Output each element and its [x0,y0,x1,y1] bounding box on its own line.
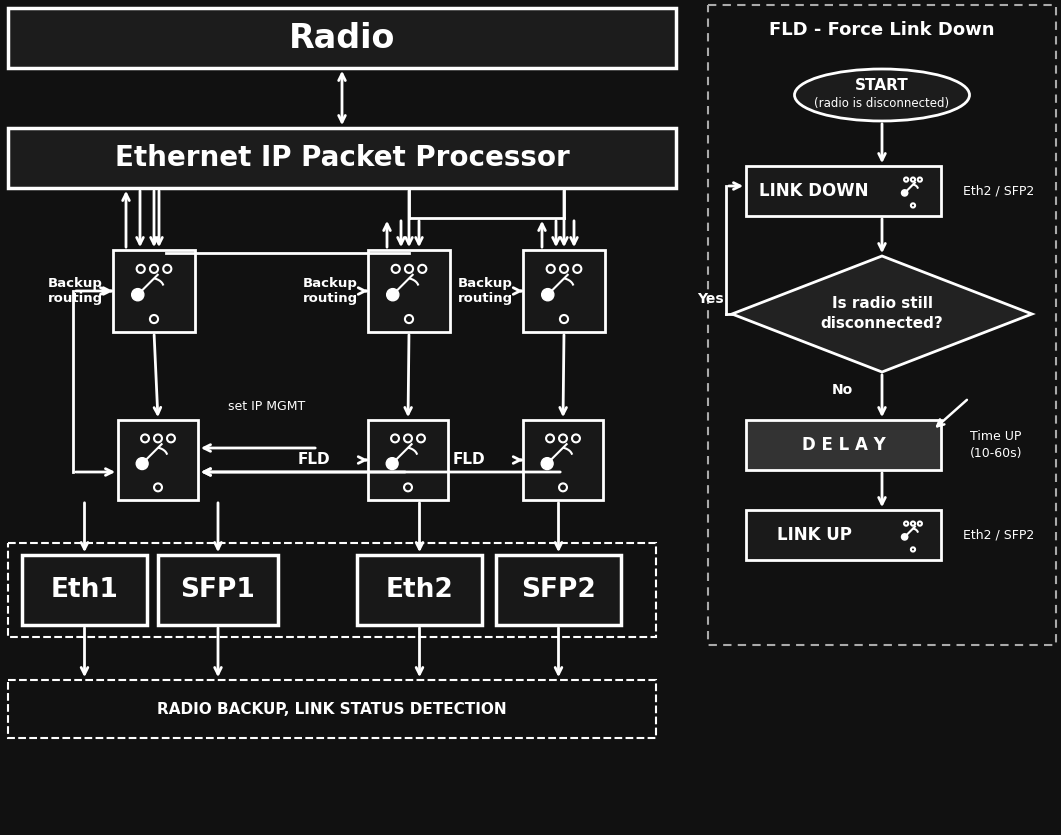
Text: LINK DOWN: LINK DOWN [760,182,869,200]
Text: Backup
routing: Backup routing [302,277,358,305]
Text: (10-60s): (10-60s) [970,447,1022,459]
Bar [746,420,941,470]
Bar [118,420,198,500]
Bar [495,555,621,625]
Ellipse shape [795,69,970,121]
Text: START: START [855,78,909,94]
Text: RADIO BACKUP, LINK STATUS DETECTION: RADIO BACKUP, LINK STATUS DETECTION [157,701,507,716]
Circle shape [902,190,908,196]
Circle shape [542,289,554,301]
Text: Yes: Yes [697,292,724,306]
Bar [8,8,676,68]
Circle shape [136,458,149,469]
Text: LINK UP: LINK UP [777,526,851,544]
Bar [114,250,195,332]
Bar [746,166,941,216]
Text: Backup
routing: Backup routing [458,277,514,305]
Text: FLD - Force Link Down: FLD - Force Link Down [769,21,995,39]
Bar [8,680,656,738]
Text: Backup
routing: Backup routing [48,277,103,305]
Text: FLD: FLD [297,453,330,468]
Text: (radio is disconnected): (radio is disconnected) [815,98,950,110]
Bar [708,5,1056,645]
Text: Time UP: Time UP [971,431,1022,443]
Text: No: No [832,383,853,397]
Text: FLD: FLD [452,453,485,468]
Text: Ethernet IP Packet Processor: Ethernet IP Packet Processor [115,144,570,172]
Circle shape [386,458,398,469]
Circle shape [386,289,399,301]
Text: Is radio still: Is radio still [832,296,933,311]
Text: D E L A Y: D E L A Y [802,436,885,454]
Text: Eth2 / SFP2: Eth2 / SFP2 [963,529,1034,542]
Circle shape [902,534,908,540]
Bar [523,250,605,332]
Polygon shape [732,256,1032,372]
Bar [8,128,676,188]
Text: Eth2 / SFP2: Eth2 / SFP2 [963,185,1034,198]
Bar [356,555,482,625]
Text: disconnected?: disconnected? [820,316,943,331]
Bar [158,555,278,625]
Bar [8,543,656,637]
Circle shape [132,289,144,301]
Text: SFP1: SFP1 [180,577,256,603]
Text: Eth1: Eth1 [51,577,119,603]
Bar [523,420,603,500]
Text: Eth2: Eth2 [385,577,453,603]
Bar [368,420,448,500]
Bar [368,250,450,332]
Text: SFP2: SFP2 [521,577,596,603]
Bar [22,555,147,625]
Text: Radio: Radio [289,22,395,54]
Bar [746,510,941,560]
Circle shape [541,458,553,469]
Text: set IP MGMT: set IP MGMT [228,399,306,412]
